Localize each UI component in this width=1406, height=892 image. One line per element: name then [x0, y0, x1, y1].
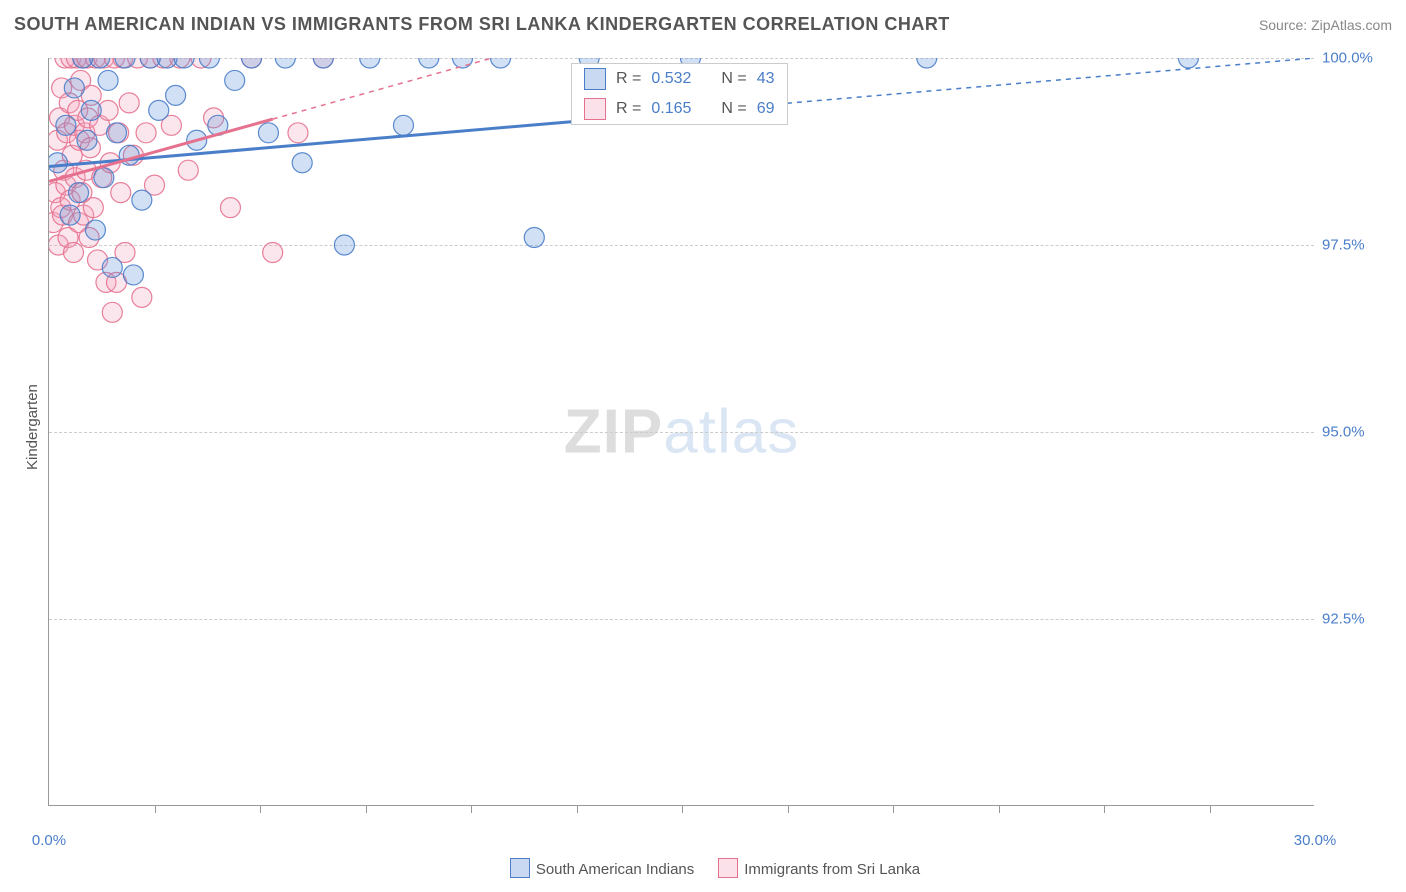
stat-r-value: 0.532 [651, 70, 691, 88]
x-tick-label: 0.0% [32, 832, 66, 849]
x-tick [260, 805, 261, 813]
scatter-point [334, 235, 354, 255]
scatter-point [102, 302, 122, 322]
scatter-point [524, 228, 544, 248]
stat-legend-row: R = 0.165 N = 69 [572, 94, 787, 124]
y-tick-label: 97.5% [1322, 237, 1392, 254]
scatter-point [102, 257, 122, 277]
scatter-point [56, 115, 76, 135]
scatter-point [313, 58, 333, 68]
scatter-point [419, 58, 439, 68]
chart-source: Source: ZipAtlas.com [1259, 17, 1392, 33]
scatter-point [149, 100, 169, 120]
scatter-point [69, 183, 89, 203]
chart-title: SOUTH AMERICAN INDIAN VS IMMIGRANTS FROM… [14, 14, 950, 35]
legend-series-label: South American Indians [536, 861, 694, 878]
legend-swatch [584, 68, 606, 90]
scatter-point [85, 220, 105, 240]
scatter-point [64, 78, 84, 98]
scatter-point [60, 205, 80, 225]
scatter-point [136, 123, 156, 143]
scatter-point [132, 287, 152, 307]
stat-legend: R = 0.532 N = 43 R = 0.165 N = 69 [571, 63, 788, 125]
scatter-point [166, 85, 186, 105]
scatter-point [275, 58, 295, 68]
x-tick [682, 805, 683, 813]
scatter-point [81, 100, 101, 120]
legend-swatch [718, 858, 738, 878]
scatter-point [220, 198, 240, 218]
legend-series-label: Immigrants from Sri Lanka [744, 861, 920, 878]
scatter-point [292, 153, 312, 173]
x-tick [788, 805, 789, 813]
scatter-point [491, 58, 511, 68]
x-tick [366, 805, 367, 813]
scatter-point [63, 242, 83, 262]
chart-header: SOUTH AMERICAN INDIAN VS IMMIGRANTS FROM… [14, 14, 1392, 35]
scatter-point [178, 160, 198, 180]
scatter-point [263, 242, 283, 262]
scatter-svg [49, 58, 1315, 806]
scatter-point [119, 93, 139, 113]
stat-n-value: 43 [757, 70, 775, 88]
scatter-point [242, 58, 262, 68]
scatter-point [98, 70, 118, 90]
stat-r-value: 0.165 [651, 100, 691, 118]
scatter-point [917, 58, 937, 68]
legend-swatch [584, 98, 606, 120]
x-tick-label: 30.0% [1294, 832, 1337, 849]
scatter-point [393, 115, 413, 135]
x-tick [999, 805, 1000, 813]
scatter-point [360, 58, 380, 68]
stat-r-label: R = [616, 100, 641, 118]
y-tick-label: 100.0% [1322, 50, 1392, 67]
x-tick [1104, 805, 1105, 813]
x-tick [577, 805, 578, 813]
bottom-legend: South American Indians Immigrants from Sr… [0, 858, 1406, 878]
stat-n-value: 69 [757, 100, 775, 118]
scatter-point [132, 190, 152, 210]
scatter-point [225, 70, 245, 90]
trend-line-dashed [273, 58, 492, 119]
scatter-point [453, 58, 473, 68]
y-tick-label: 92.5% [1322, 611, 1392, 628]
x-tick [1210, 805, 1211, 813]
scatter-point [111, 183, 131, 203]
legend-swatch [510, 858, 530, 878]
x-tick [471, 805, 472, 813]
scatter-point [77, 130, 97, 150]
stat-legend-row: R = 0.532 N = 43 [572, 64, 787, 94]
stat-r-label: R = [616, 70, 641, 88]
scatter-plot-area: ZIPatlas 92.5%95.0%97.5%100.0%0.0%30.0%R… [48, 58, 1314, 806]
stat-n-label: N = [721, 100, 746, 118]
x-tick [893, 805, 894, 813]
scatter-point [1178, 58, 1198, 68]
scatter-point [288, 123, 308, 143]
scatter-point [83, 198, 103, 218]
scatter-point [258, 123, 278, 143]
scatter-point [49, 153, 67, 173]
scatter-point [94, 168, 114, 188]
y-tick-label: 95.0% [1322, 424, 1392, 441]
scatter-point [107, 123, 127, 143]
x-tick [155, 805, 156, 813]
stat-n-label: N = [721, 70, 746, 88]
scatter-point [123, 265, 143, 285]
y-axis-label: Kindergarten [24, 384, 41, 470]
